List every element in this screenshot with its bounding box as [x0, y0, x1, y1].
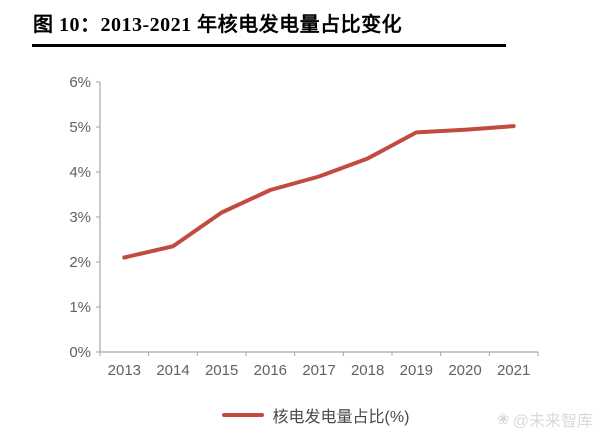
- legend-line-swatch: [221, 413, 264, 417]
- x-axis-label: 2017: [302, 362, 335, 379]
- x-axis-label: 2021: [497, 362, 530, 379]
- x-axis-label: 2016: [254, 362, 287, 379]
- x-axis-label: 2020: [448, 362, 481, 379]
- watermark: ❀ @未来智库: [497, 407, 593, 431]
- y-axis-label: 0%: [69, 344, 91, 361]
- line-chart: 0% 1% 2% 3% 4% 5% 6% 2013 2014 2015 2016 2017 2018 20…: [69, 74, 539, 379]
- y-axis-label: 2%: [69, 254, 91, 271]
- watermark-text: @未来智库: [512, 413, 593, 430]
- x-axis-label: 2015: [205, 362, 238, 379]
- legend-label: 核电发电量占比(%): [272, 409, 410, 426]
- y-axis-label: 1%: [69, 299, 91, 316]
- x-axis-label: 2019: [400, 362, 433, 379]
- y-axis-label: 6%: [69, 74, 91, 91]
- x-axis-label: 2013: [108, 362, 141, 379]
- axis-lines: [99, 82, 538, 353]
- y-axis-label: 5%: [69, 119, 91, 136]
- title-underline: [32, 44, 506, 47]
- figure-title: 图 10：2013-2021 年核电发电量占比变化: [33, 14, 403, 36]
- legend: 核电发电量占比(%): [14, 403, 603, 427]
- y-axis-label: 3%: [69, 209, 91, 226]
- y-axis-label: 4%: [69, 164, 91, 181]
- flower-icon: ❀: [497, 410, 510, 428]
- x-axis-label: 2018: [351, 362, 384, 379]
- data-line: [122, 124, 516, 260]
- x-axis-label: 2014: [156, 362, 189, 379]
